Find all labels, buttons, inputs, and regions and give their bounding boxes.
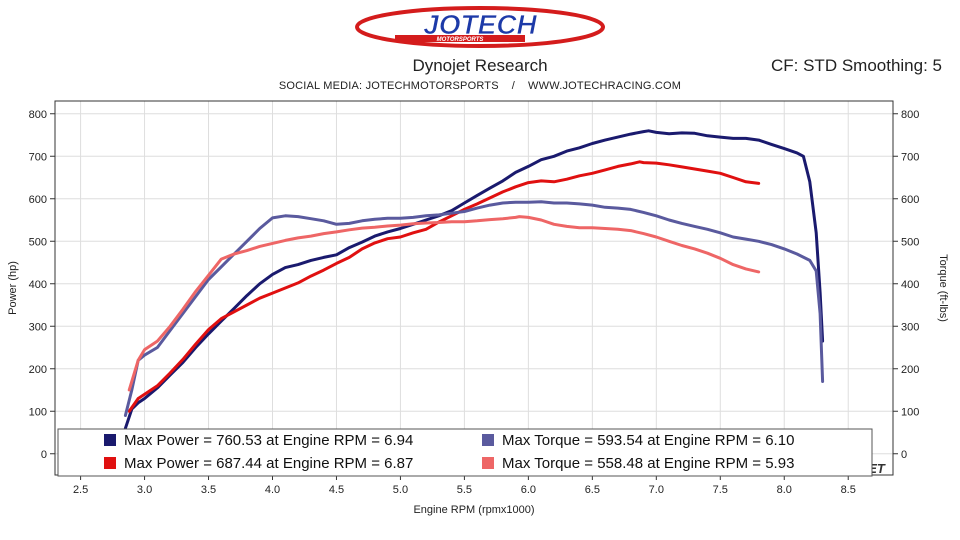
- torque-line-run2: [127, 215, 761, 392]
- chart-title: Dynojet Research: [412, 56, 548, 75]
- legend-entry: Max Power = 760.53 at Engine RPM = 6.94: [124, 432, 413, 449]
- legend-swatch: [482, 434, 494, 446]
- legend-entry: Max Torque = 558.48 at Engine RPM = 5.93: [502, 455, 794, 472]
- legend-entry: Max Power = 687.44 at Engine RPM = 6.87: [124, 455, 413, 472]
- x-tick-label: 4.0: [265, 484, 280, 496]
- y2-tick-label: 300: [901, 321, 919, 333]
- y2-tick-label: 200: [901, 364, 919, 376]
- x-tick-label: 2.5: [73, 484, 88, 496]
- x-tick-label: 8.0: [777, 484, 792, 496]
- correction-factor-label: CF: STD Smoothing: 5: [770, 56, 942, 75]
- logo-subtext: MOTORSPORTS: [437, 37, 484, 43]
- x-tick-label: 3.0: [137, 484, 152, 496]
- y-tick-label: 500: [29, 236, 47, 248]
- y2-tick-label: 600: [901, 194, 919, 206]
- y-tick-label: 200: [29, 364, 47, 376]
- y-axis-ticks: 0 100 200 300 400 500 600 700 800: [29, 109, 55, 461]
- x-tick-label: 5.5: [457, 484, 472, 496]
- x-tick-label: 6.0: [521, 484, 536, 496]
- legend: Max Power = 760.53 at Engine RPM = 6.94 M…: [57, 428, 873, 477]
- y2-tick-label: 400: [901, 279, 919, 291]
- x-tick-label: 7.0: [649, 484, 664, 496]
- torque-line-run1: [123, 200, 825, 417]
- x-tick-label: 5.0: [393, 484, 408, 496]
- legend-box: [57, 428, 873, 477]
- y2-tick-label: 500: [901, 236, 919, 248]
- legend-swatch: [104, 434, 116, 446]
- legend-entry: Max Torque = 593.54 at Engine RPM = 6.10: [502, 432, 794, 449]
- y-tick-label: 700: [29, 151, 47, 163]
- power-line-run2: [127, 160, 761, 413]
- y-axis-label: Power (hp): [7, 261, 19, 315]
- y2-tick-label: 700: [901, 151, 919, 163]
- legend-swatch: [104, 457, 116, 469]
- grid: [55, 101, 893, 475]
- y2-axis-ticks: 0 100 200 300 400 500 600 700 800: [893, 109, 919, 461]
- y2-tick-label: 800: [901, 109, 919, 121]
- logo-swoosh: [355, 6, 605, 48]
- x-tick-label: 3.5: [201, 484, 216, 496]
- logo-stripe: [395, 35, 525, 42]
- y-tick-label: 300: [29, 321, 47, 333]
- y-tick-label: 400: [29, 279, 47, 291]
- x-tick-label: 8.5: [841, 484, 856, 496]
- y2-tick-label: 0: [901, 449, 907, 461]
- x-tick-label: 7.5: [713, 484, 728, 496]
- y-tick-label: 800: [29, 109, 47, 121]
- x-axis-ticks: 2.5 3.0 3.5 4.0 4.5 5.0 5.5 6.0 6.5 7.0 7.5 8.0 8.5: [73, 475, 856, 496]
- legend-swatch: [482, 457, 494, 469]
- chart-subtitle: SOCIAL MEDIA: JOTECHMOTORSPORTS / WWW.JO…: [278, 80, 682, 92]
- series-group: [123, 129, 825, 430]
- y-tick-label: 100: [29, 406, 47, 418]
- x-axis-label: Engine RPM (rpmx1000): [413, 504, 534, 516]
- y-tick-label: 0: [41, 449, 47, 461]
- power-line-run1: [123, 129, 825, 430]
- x-tick-label: 6.5: [585, 484, 600, 496]
- y2-axis-label: Torque (ft-lbs): [937, 254, 949, 322]
- x-tick-label: 4.5: [329, 484, 344, 496]
- plot-area-frame: [54, 100, 894, 476]
- y-tick-label: 600: [29, 194, 47, 206]
- y2-tick-label: 100: [901, 406, 919, 418]
- jotech-logo: JOTECH MOTORSPORTS: [355, 6, 605, 48]
